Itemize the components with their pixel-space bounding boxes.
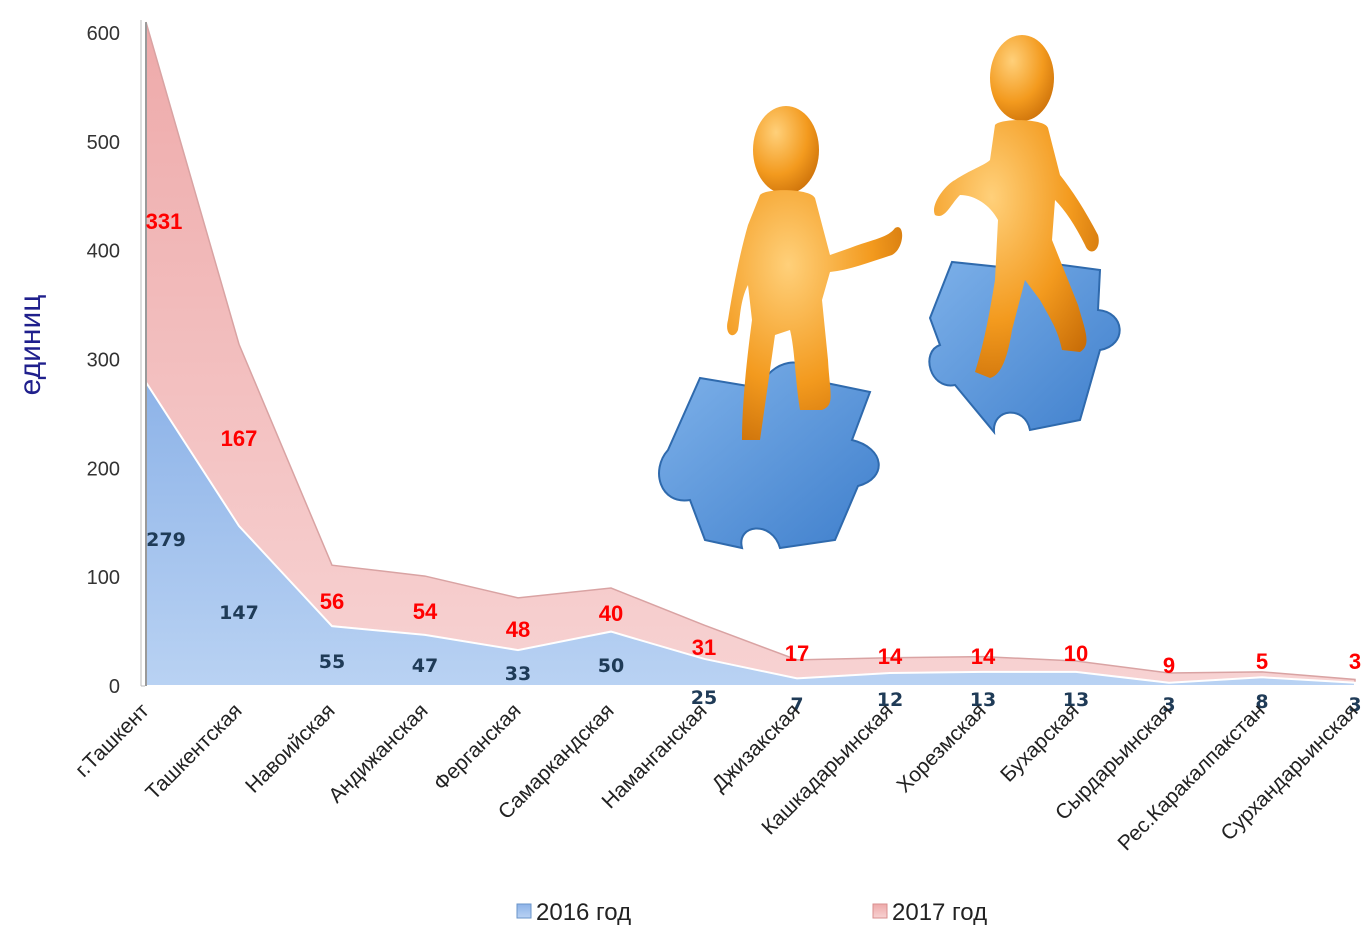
data-label-2017: 31 bbox=[692, 635, 716, 660]
data-label-2016: 55 bbox=[319, 651, 345, 673]
data-label-2016: 50 bbox=[598, 655, 624, 677]
data-label-2017: 3 bbox=[1349, 649, 1361, 674]
y-tick-label: 100 bbox=[87, 567, 120, 589]
data-label-2016: 279 bbox=[146, 529, 186, 551]
category-label: Бухарская bbox=[996, 699, 1083, 786]
category-label: г.Ташкент bbox=[71, 699, 154, 782]
data-label-2016: 7 bbox=[790, 694, 803, 716]
data-label-2017: 54 bbox=[413, 599, 438, 624]
data-label-2016: 33 bbox=[505, 663, 531, 685]
y-tick-label: 400 bbox=[87, 241, 120, 263]
category-label: Андижанская bbox=[324, 699, 432, 807]
legend-swatch-2016 bbox=[516, 903, 532, 919]
data-label-2017: 56 bbox=[320, 589, 344, 614]
y-tick-label: 0 bbox=[109, 676, 120, 698]
two-figures-on-puzzle-pieces-icon bbox=[658, 35, 1121, 550]
category-label: Ферганская bbox=[429, 699, 525, 795]
data-label-2016: 13 bbox=[1063, 689, 1089, 711]
data-label-2017: 14 bbox=[971, 644, 996, 669]
category-label: Хорезмская bbox=[893, 699, 991, 797]
category-label: Ташкентская bbox=[141, 699, 246, 804]
data-label-2017: 5 bbox=[1256, 649, 1268, 674]
data-label-2016: 3 bbox=[1348, 694, 1361, 716]
data-label-2016: 8 bbox=[1255, 691, 1268, 713]
data-label-2016: 47 bbox=[412, 655, 438, 677]
data-label-2016: 3 bbox=[1162, 694, 1175, 716]
data-label-2017: 10 bbox=[1064, 641, 1088, 666]
y-tick-label: 600 bbox=[87, 23, 120, 45]
series-area-2016 bbox=[145, 378, 1356, 687]
category-label: Джизакская bbox=[708, 699, 805, 796]
legend-label-2017: 2017 год bbox=[892, 899, 987, 926]
data-label-2016: 12 bbox=[877, 689, 903, 711]
legend-swatch-2017 bbox=[872, 903, 888, 919]
y-axis-title: единиц bbox=[14, 295, 47, 396]
data-label-2017: 40 bbox=[599, 601, 623, 626]
data-label-2017: 331 bbox=[146, 209, 183, 234]
legend: 2016 год 2017 год bbox=[516, 899, 987, 926]
data-label-2017: 9 bbox=[1163, 653, 1175, 678]
data-label-2017: 167 bbox=[221, 426, 258, 451]
y-tick-label: 300 bbox=[87, 350, 120, 372]
category-label: Навоийская bbox=[241, 699, 339, 797]
data-label-2016: 147 bbox=[219, 602, 259, 624]
y-tick-label: 500 bbox=[87, 132, 120, 154]
data-label-2017: 17 bbox=[785, 641, 809, 666]
data-label-2017: 14 bbox=[878, 644, 903, 669]
data-label-2017: 48 bbox=[506, 617, 530, 642]
data-label-2016: 25 bbox=[691, 687, 717, 709]
legend-label-2016: 2016 год bbox=[536, 899, 631, 926]
y-tick-label: 200 bbox=[87, 458, 120, 480]
data-label-2016: 13 bbox=[970, 689, 996, 711]
